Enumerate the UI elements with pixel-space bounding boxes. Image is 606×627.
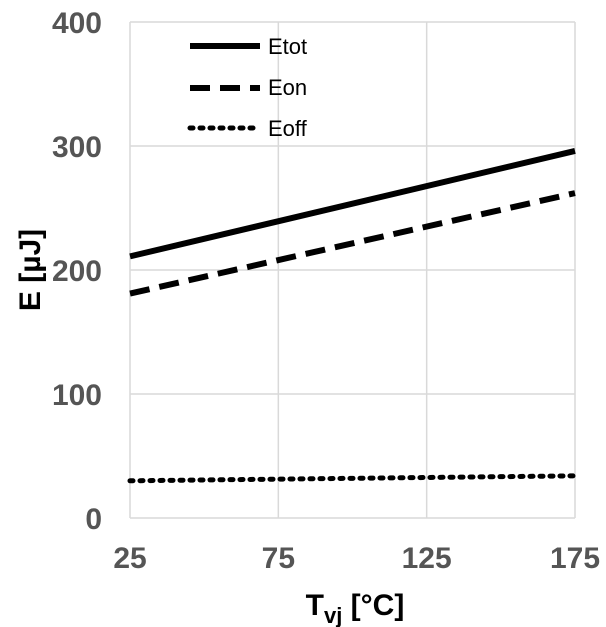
x-axis-title: Tvj [°C]: [306, 589, 405, 627]
x-axis-title-subscript: vj: [324, 603, 342, 627]
series-line-etot: [129, 148, 576, 260]
y-tick-label: 300: [52, 131, 102, 164]
x-tick-label: 75: [262, 542, 295, 575]
series-line-eoff: [127, 473, 578, 484]
legend-label-eon: Eon: [268, 75, 307, 100]
y-tick-label: 400: [52, 7, 102, 40]
x-axis-title-main: T: [306, 589, 324, 622]
y-axis-title: E [µJ]: [14, 229, 47, 311]
series-lines: [127, 148, 578, 484]
series-line-eon: [129, 190, 576, 297]
legend: Etot Eon Eoff: [187, 34, 308, 141]
x-tick-label: 125: [402, 542, 452, 575]
y-tick-label: 200: [52, 255, 102, 288]
y-tick-label: 100: [52, 379, 102, 412]
grid: [129, 21, 576, 519]
tick-labels: 0 100 200 300 400 25 75 125 175: [52, 7, 600, 575]
legend-label-eoff: Eoff: [268, 116, 308, 141]
y-tick-label: 0: [85, 503, 102, 536]
legend-label-etot: Etot: [268, 34, 307, 59]
x-axis-title-unit: [°C]: [342, 589, 404, 622]
x-tick-label: 25: [113, 542, 146, 575]
x-tick-label: 175: [550, 542, 600, 575]
